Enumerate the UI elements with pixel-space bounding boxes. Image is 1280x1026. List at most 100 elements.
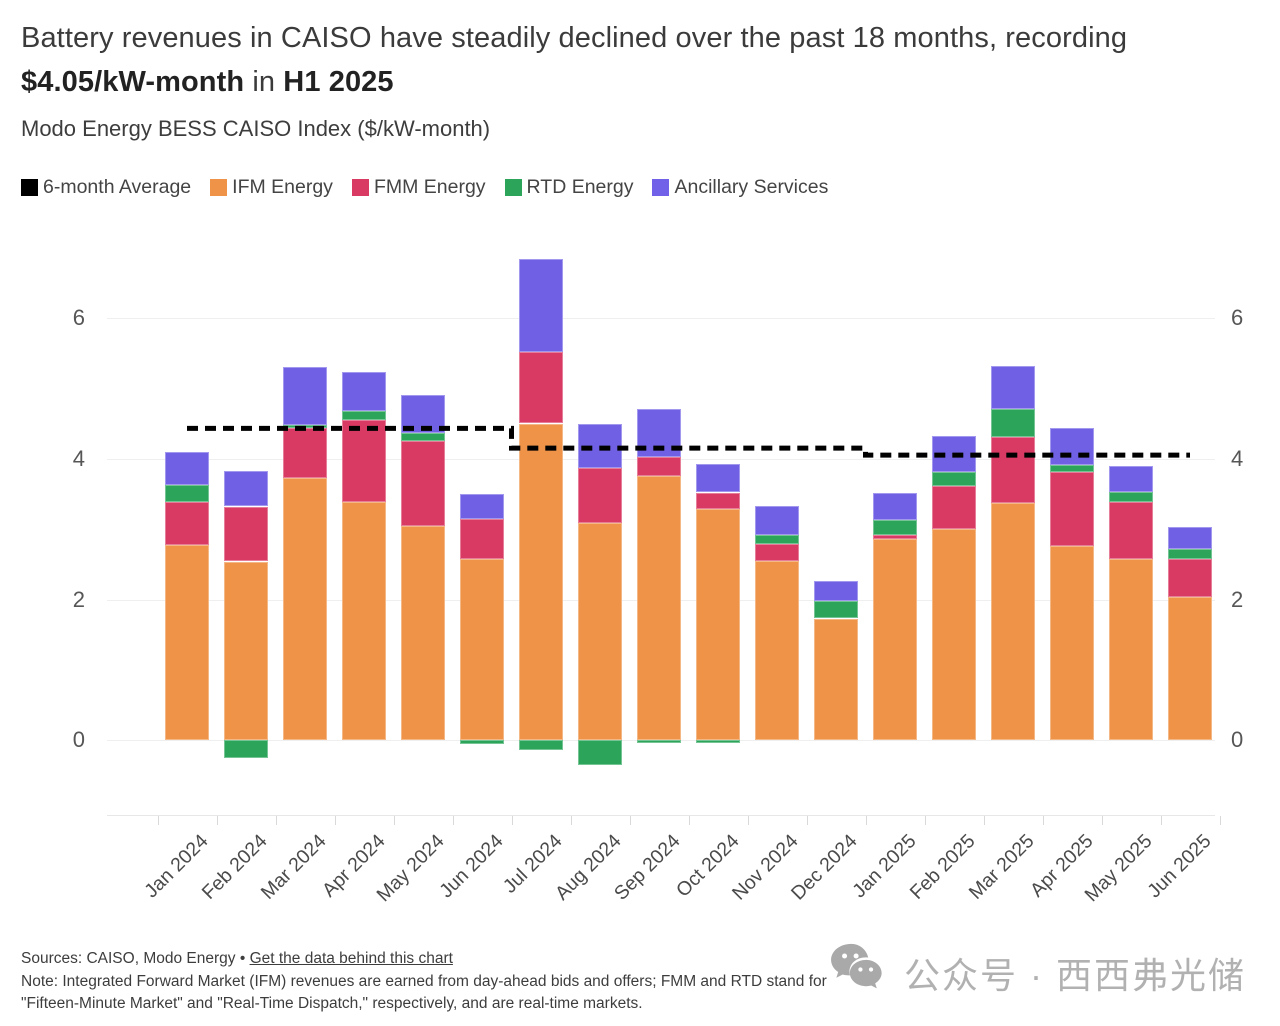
bar-segment-rtd-energy[interactable] (637, 740, 681, 744)
bar-segment-fmm-energy[interactable] (1168, 559, 1212, 597)
bar-segment-fmm-energy[interactable] (696, 492, 740, 510)
bar-segment-rtd-energy[interactable] (401, 433, 445, 441)
bar-segment-rtd-energy[interactable] (1109, 491, 1153, 502)
bar-segment-fmm-energy[interactable] (991, 436, 1035, 503)
bar-segment-ancillary-services[interactable] (696, 464, 740, 493)
legend-item-ancillary: Ancillary Services (652, 176, 828, 199)
y-axis-tick-label: 4 (1231, 445, 1244, 471)
chart-legend: 6-month Average IFM Energy FMM Energy RT… (21, 176, 828, 199)
bar-segment-fmm-energy[interactable] (342, 419, 386, 502)
bar-segment-ifm-energy[interactable] (578, 522, 622, 741)
bar-segment-ancillary-services[interactable] (224, 471, 268, 507)
stacked-bar-chart: 0 0 2 2 4 4 6 6 Jan 2024 Feb 2024 Mar 2024 Apr 2024… (73, 246, 1243, 906)
bar-segment-ancillary-services[interactable] (991, 366, 1035, 409)
bar-segment-fmm-energy[interactable] (637, 456, 681, 477)
bar-segment-ifm-energy[interactable] (696, 509, 740, 741)
bar-segment-ifm-energy[interactable] (755, 560, 799, 741)
x-axis-tick (452, 816, 454, 825)
chart-subtitle: Modo Energy BESS CAISO Index ($/kW-month… (21, 116, 491, 141)
y-axis-tick-label: 0 (72, 727, 85, 753)
legend-label: IFM Energy (232, 176, 333, 198)
bar-segment-rtd-energy[interactable] (696, 740, 740, 744)
bar-segment-ifm-energy[interactable] (460, 558, 504, 741)
bar-segment-ancillary-services[interactable] (1050, 428, 1094, 465)
legend-label: FMM Energy (373, 176, 486, 198)
bar-segment-ifm-energy[interactable] (814, 618, 858, 741)
bar-segment-ifm-energy[interactable] (165, 544, 209, 741)
bar-segment-fmm-energy[interactable] (1109, 501, 1153, 560)
chart-footer: Sources: CAISO, Modo Energy • Get the da… (21, 948, 901, 1016)
x-axis-tick (334, 816, 336, 825)
bar-segment-ifm-energy[interactable] (342, 501, 386, 741)
y-axis-tick-label: 0 (1231, 727, 1244, 753)
bar-segment-fmm-energy[interactable] (401, 441, 445, 527)
bar-segment-fmm-energy[interactable] (932, 486, 976, 530)
bar-segment-rtd-energy[interactable] (1168, 548, 1212, 560)
x-axis-tick (511, 816, 513, 825)
bar-segment-ifm-energy[interactable] (1168, 596, 1212, 741)
bar-segment-ancillary-services[interactable] (755, 505, 799, 535)
gridline (107, 317, 1215, 319)
bar-segment-fmm-energy[interactable] (224, 506, 268, 562)
bar-segment-ancillary-services[interactable] (342, 372, 386, 411)
x-axis-tick (747, 816, 749, 825)
bar-segment-rtd-energy[interactable] (991, 408, 1035, 437)
watermark: 公众号 · 西西弗光储 (828, 942, 1246, 1003)
x-axis-tick (924, 816, 926, 825)
bar-segment-fmm-energy[interactable] (755, 543, 799, 561)
x-axis-tick (629, 816, 631, 825)
bar-segment-rtd-energy[interactable] (460, 740, 504, 744)
x-axis-tick (275, 816, 277, 825)
y-axis-tick-label: 4 (72, 445, 85, 471)
bar-segment-rtd-energy[interactable] (224, 740, 268, 758)
bar-segment-fmm-energy[interactable] (283, 427, 327, 479)
bar-segment-rtd-energy[interactable] (165, 485, 209, 502)
ifm-swatch (210, 179, 228, 196)
bar-segment-rtd-energy[interactable] (342, 410, 386, 420)
x-axis-tick (1101, 816, 1103, 825)
bar-segment-ifm-energy[interactable] (637, 476, 681, 741)
bar-segment-ancillary-services[interactable] (283, 367, 327, 425)
bar-segment-rtd-energy[interactable] (932, 472, 976, 487)
bar-segment-ifm-energy[interactable] (224, 561, 268, 741)
bar-segment-ifm-energy[interactable] (991, 503, 1035, 741)
x-axis-tick (1042, 816, 1044, 825)
bar-segment-ifm-energy[interactable] (1109, 559, 1153, 741)
bar-segment-ancillary-services[interactable] (165, 452, 209, 486)
average-swatch (21, 179, 38, 196)
bar-segment-ancillary-services[interactable] (814, 581, 858, 601)
bar-segment-fmm-energy[interactable] (1050, 472, 1094, 546)
sources-text: Sources: CAISO, Modo Energy • (21, 950, 250, 967)
page-title: Battery revenues in CAISO have steadily … (21, 22, 1128, 98)
bar-segment-ifm-energy[interactable] (1050, 546, 1094, 741)
bar-segment-ancillary-services[interactable] (1109, 465, 1153, 492)
x-axis-tick (1160, 816, 1162, 825)
bar-segment-rtd-energy[interactable] (578, 740, 622, 765)
x-axis-line (107, 815, 1215, 816)
x-axis-tick (865, 816, 867, 825)
bar-segment-ifm-energy[interactable] (519, 423, 563, 741)
legend-label: RTD Energy (526, 176, 634, 198)
bar-segment-rtd-energy[interactable] (873, 519, 917, 536)
bar-segment-ifm-energy[interactable] (283, 478, 327, 741)
data-download-link[interactable]: Get the data behind this chart (249, 950, 453, 967)
bar-segment-rtd-energy[interactable] (755, 534, 799, 544)
bar-segment-ifm-energy[interactable] (873, 539, 917, 741)
bar-segment-ifm-energy[interactable] (401, 526, 445, 741)
bar-segment-fmm-energy[interactable] (519, 352, 563, 424)
bar-segment-rtd-energy[interactable] (519, 740, 563, 751)
bar-segment-rtd-energy[interactable] (814, 600, 858, 619)
bar-segment-ifm-energy[interactable] (932, 529, 976, 741)
bar-segment-fmm-energy[interactable] (460, 519, 504, 559)
watermark-text: 公众号 · 西西弗光储 (904, 954, 1246, 996)
bar-segment-fmm-energy[interactable] (165, 501, 209, 545)
y-axis-tick-label: 2 (1231, 586, 1244, 612)
bar-segment-rtd-energy[interactable] (1050, 465, 1094, 472)
bar-segment-ancillary-services[interactable] (519, 259, 563, 353)
bar-segment-ancillary-services[interactable] (873, 493, 917, 520)
bar-segment-fmm-energy[interactable] (578, 467, 622, 523)
bar-segment-fmm-energy[interactable] (873, 535, 917, 539)
bar-segment-ancillary-services[interactable] (1168, 527, 1212, 549)
bar-segment-ancillary-services[interactable] (460, 493, 504, 520)
x-axis-tick (157, 816, 159, 825)
